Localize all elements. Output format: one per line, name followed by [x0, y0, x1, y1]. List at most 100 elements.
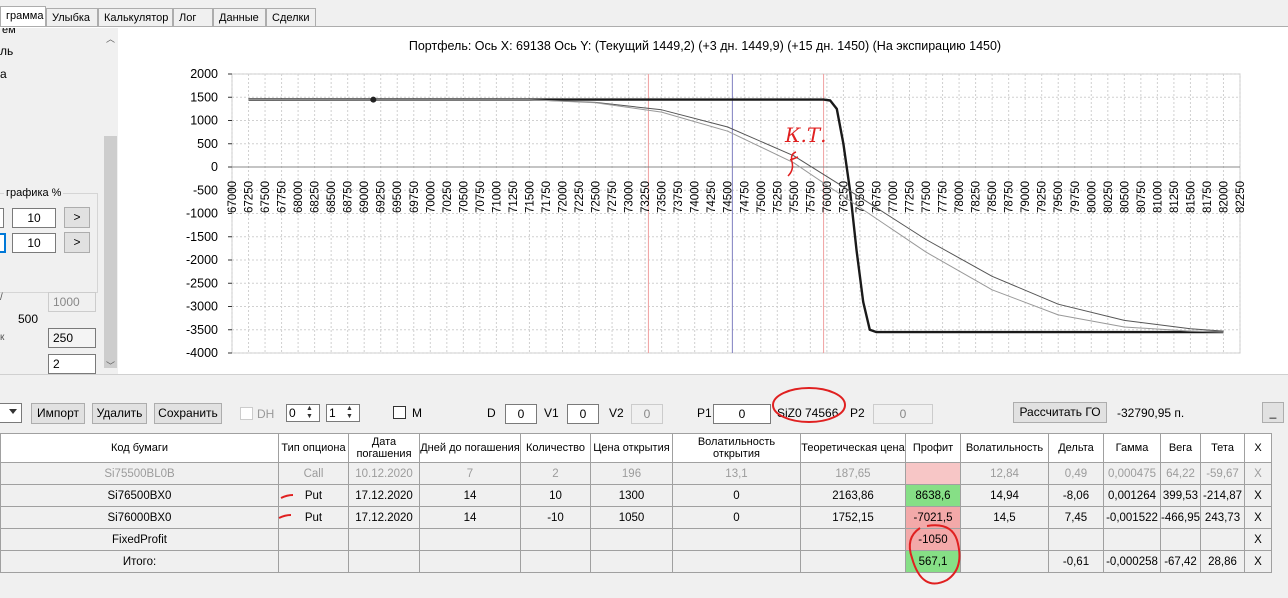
header-volatility[interactable]: Волатильность — [960, 433, 1049, 463]
cell-days — [419, 550, 521, 573]
tab-diagram[interactable]: грамма — [0, 6, 46, 27]
x-tick-label: 72000 — [557, 181, 569, 213]
x-tick-label: 70500 — [458, 181, 470, 213]
cell-code: Si76500BX0 — [0, 484, 279, 507]
cell-option-type: Put — [278, 506, 349, 529]
cell-vega — [1159, 528, 1202, 551]
table-row[interactable]: Si75500BL0B Call 10.12.2020 7 2 196 13,1 187,65… — [0, 462, 1273, 485]
scale-field-1[interactable]: 10 — [12, 208, 56, 228]
header-profit[interactable]: Профит — [905, 433, 961, 463]
scrollbar-thumb[interactable] — [104, 136, 117, 368]
remove-row-button[interactable]: X — [1244, 528, 1273, 551]
v1-field[interactable]: 0 — [567, 404, 599, 424]
x-tick-label: 71750 — [541, 181, 553, 213]
tab-data[interactable]: Данные — [213, 8, 266, 26]
scroll-up-icon[interactable]: ︿ — [105, 34, 115, 44]
cell-delta: -0,61 — [1048, 550, 1104, 573]
header-option-type[interactable]: Тип опциона — [278, 433, 349, 463]
param-label: / — [0, 292, 3, 303]
calculate-go-button[interactable]: Рассчитать ГО — [1013, 402, 1107, 423]
scale-next-button-1[interactable]: > — [64, 207, 90, 228]
table-row[interactable]: Si76000BX0 Put 17.12.2020 14 -10 1050 0 1752,15… — [0, 506, 1273, 529]
x-tick-label: 73250 — [640, 181, 652, 213]
scale-field-left-2[interactable] — [0, 233, 6, 253]
tab-smile[interactable]: Улыбка — [46, 8, 98, 26]
x-tick-label: 77250 — [905, 181, 917, 213]
cell-open-price: 1050 — [590, 506, 673, 529]
cell-days: 14 — [419, 484, 521, 507]
table-row[interactable]: Итого: 567,1 -0,61 -0,000258 -67,42 28,86 X — [0, 550, 1273, 573]
header-expiry-date[interactable]: Дата погашения — [348, 433, 420, 463]
x-tick-label: 79500 — [1053, 181, 1065, 213]
spin-field-1[interactable]: 0 — [286, 404, 320, 422]
y-tick-label: -3000 — [186, 300, 218, 314]
p1-field[interactable]: 0 — [713, 404, 771, 424]
scale-field-2[interactable]: 10 — [12, 233, 56, 253]
m-checkbox[interactable] — [393, 406, 406, 419]
scale-next-button-2[interactable]: > — [64, 232, 90, 253]
remove-row-button[interactable]: X — [1244, 550, 1273, 573]
y-tick-label: -3500 — [186, 323, 218, 337]
x-tick-label: 78250 — [971, 181, 983, 213]
cell-profit — [905, 462, 961, 485]
header-theoretical-price[interactable]: Теоретическая цена — [800, 433, 906, 463]
scale-field-left[interactable] — [0, 208, 4, 228]
x-tick-label: 76000 — [822, 181, 834, 213]
header-days[interactable]: Дней до погашения — [419, 433, 521, 463]
scroll-down-icon[interactable]: ﹀ — [105, 361, 115, 371]
spin-arrows-icon[interactable]: ▲ ▼ — [346, 405, 353, 420]
y-tick-label: -2500 — [186, 276, 218, 290]
settings-scrollbar[interactable]: ︿ ﹀ — [103, 28, 118, 374]
remove-row-button[interactable]: X — [1244, 484, 1273, 507]
m-label: M — [412, 406, 422, 420]
settings-item[interactable]: ль — [0, 44, 14, 58]
remove-row-button[interactable]: X — [1244, 462, 1273, 485]
tab-log[interactable]: Лог — [173, 8, 213, 26]
header-open-volatility[interactable]: Волатильность открытия — [672, 433, 801, 463]
cell-delta: 7,45 — [1048, 506, 1104, 529]
x-tick-label: 68250 — [310, 181, 322, 213]
p2-field: 0 — [873, 404, 933, 424]
field-2[interactable]: 2 — [48, 354, 96, 374]
cell-vega: 399,53 — [1159, 484, 1202, 507]
x-tick-label: 71500 — [524, 181, 536, 213]
d-label: D — [487, 406, 496, 420]
dh-checkbox[interactable] — [240, 407, 253, 420]
save-button[interactable]: Сохранить — [154, 403, 222, 424]
x-tick-label: 79250 — [1037, 181, 1049, 213]
p2-label: P2 — [850, 406, 865, 420]
panel-splitter[interactable] — [0, 374, 1288, 381]
minimize-button[interactable]: _ — [1262, 402, 1284, 423]
table-row[interactable]: FixedProfit -1050 X — [0, 528, 1273, 551]
header-gamma[interactable]: Гамма — [1103, 433, 1161, 463]
d-field[interactable]: 0 — [505, 404, 537, 424]
x-tick-label: 69750 — [409, 181, 421, 213]
import-button[interactable]: Импорт — [31, 403, 85, 424]
header-theta[interactable]: Тета — [1200, 433, 1246, 463]
table-row[interactable]: Si76500BX0 Put 17.12.2020 14 10 1300 0 2163,86 8… — [0, 484, 1273, 507]
cell-option-type — [278, 528, 349, 551]
settings-item[interactable]: а — [0, 67, 7, 81]
header-code[interactable]: Код бумаги — [0, 433, 279, 463]
cell-gamma: 0,000475 — [1103, 462, 1161, 485]
spin-field-2[interactable]: 1 — [326, 404, 360, 422]
header-delta[interactable]: Дельта — [1048, 433, 1104, 463]
remove-row-button[interactable]: X — [1244, 506, 1273, 529]
x-tick-label: 78000 — [954, 181, 966, 213]
tab-deals[interactable]: Сделки — [266, 8, 316, 26]
settings-item: ем — [2, 28, 16, 36]
v1-label: V1 — [544, 406, 559, 420]
field-250[interactable]: 250 — [48, 328, 96, 348]
delete-button[interactable]: Удалить — [92, 403, 147, 424]
header-vega[interactable]: Вега — [1159, 433, 1202, 463]
spin-arrows-icon[interactable]: ▲ ▼ — [306, 405, 313, 420]
tab-calculator[interactable]: Калькулятор — [98, 8, 173, 26]
header-open-price[interactable]: Цена открытия — [590, 433, 673, 463]
x-tick-label: 68750 — [343, 181, 355, 213]
chevron-down-icon[interactable] — [9, 409, 17, 414]
header-quantity[interactable]: Количество — [520, 433, 591, 463]
param-k-label: к — [0, 332, 5, 343]
cell-volatility: 14,94 — [960, 484, 1049, 507]
chart-title: Портфель: Ось X: 69138 Ось Y: (Текущий 1… — [408, 39, 1002, 53]
x-tick-label: 78500 — [987, 181, 999, 213]
